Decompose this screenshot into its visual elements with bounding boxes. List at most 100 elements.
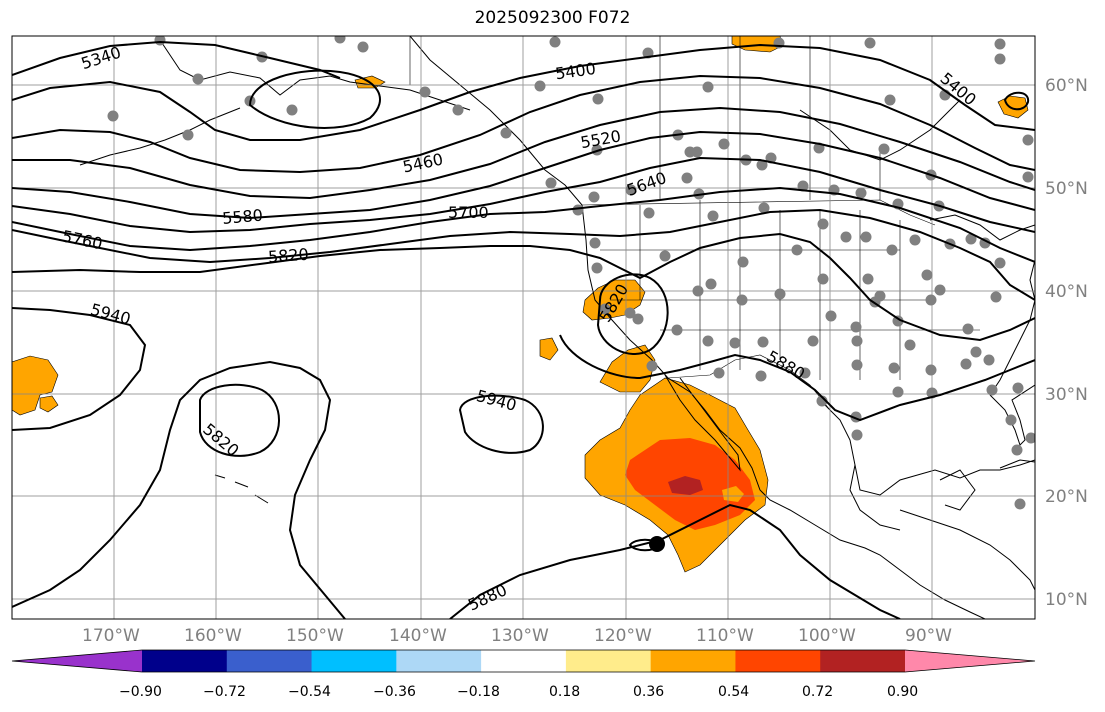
station-dot <box>1025 432 1035 444</box>
station-dot <box>419 86 431 98</box>
political-borders <box>409 36 980 411</box>
station-dot <box>1012 382 1024 394</box>
colorbar-swatch <box>226 650 313 672</box>
station-dot <box>851 429 863 441</box>
contour-5880-east <box>449 503 901 619</box>
station-dot <box>452 104 464 116</box>
station-dot <box>1011 444 1023 456</box>
station-dot <box>851 359 863 371</box>
station-dot <box>549 36 561 48</box>
station-dot <box>182 129 194 141</box>
station-dot <box>729 337 741 349</box>
contour-5400 <box>12 43 1035 141</box>
coast-aleutians <box>79 107 241 166</box>
station-dot <box>886 244 898 256</box>
station-dot <box>855 187 867 199</box>
colorbar-swatch <box>396 650 482 672</box>
coast-yucatan <box>939 469 976 511</box>
colorbar-tick-label: 0.36 <box>633 684 665 700</box>
contour-5340-low <box>248 69 381 129</box>
colorbar-swatch <box>650 650 736 672</box>
station-dot <box>965 233 977 245</box>
station-dot <box>334 36 346 44</box>
station-dot <box>850 321 862 333</box>
station-dot <box>500 127 512 139</box>
station-dot <box>892 386 904 398</box>
station-dot <box>860 231 872 243</box>
station-dot <box>737 256 749 268</box>
station-dot <box>840 231 852 243</box>
colorbar-tick-label: 0.72 <box>802 684 834 700</box>
height-contours <box>12 40 1035 619</box>
station-dot <box>758 202 770 214</box>
lon-label-130w: 130°W <box>491 626 549 646</box>
station-dot <box>671 324 683 336</box>
contour-5880-mexico <box>559 334 1035 422</box>
station-dot <box>851 335 863 347</box>
colorbar-tick-label: −0.72 <box>203 684 246 700</box>
station-dot <box>632 313 644 325</box>
colorbar-tick-label: −0.90 <box>119 684 162 700</box>
contour-label: 5700 <box>448 203 489 222</box>
station-dot <box>994 53 1006 65</box>
station-dot <box>707 210 719 222</box>
coast-gulf-mexico <box>819 399 1035 496</box>
station-dot <box>979 237 991 249</box>
shade-mexico-darkred <box>668 476 703 495</box>
station-dot <box>904 339 916 351</box>
station-dot <box>691 146 703 158</box>
station-dot <box>589 237 601 249</box>
lat-label-10n: 10°N <box>1045 590 1088 610</box>
contour-5580 <box>12 130 1035 220</box>
coast-east-us <box>989 259 1035 396</box>
lon-label-110w: 110°W <box>696 626 754 646</box>
station-dot <box>807 335 819 347</box>
station-dot <box>960 358 972 370</box>
contour-5700 <box>12 186 1035 263</box>
colorbar <box>11 649 1036 673</box>
colorbar-swatch <box>565 650 652 672</box>
contour-5460 <box>12 74 1035 174</box>
colorbar-tick-label: −0.54 <box>288 684 331 700</box>
station-dot <box>646 360 658 372</box>
border-state-grid <box>600 200 980 380</box>
shade-west-pacific-small <box>39 395 59 413</box>
station-dot <box>934 284 946 296</box>
colorbar-swatch <box>481 650 567 672</box>
station-dot <box>107 110 119 122</box>
coast-central-america <box>899 509 1035 591</box>
station-dot <box>892 315 904 327</box>
contour-5820-loop <box>596 273 669 355</box>
contour-label: 5820 <box>267 245 309 267</box>
station-dot <box>624 307 636 319</box>
station-dot <box>643 207 655 219</box>
station-dot <box>592 93 604 105</box>
lat-label-20n: 20°N <box>1045 487 1088 507</box>
station-dot <box>755 370 767 382</box>
colorbar-swatch <box>311 650 397 672</box>
coast-cuba <box>999 459 1035 469</box>
station-dot <box>1022 134 1034 146</box>
station-dot <box>659 250 671 262</box>
station-dot <box>986 384 998 396</box>
lat-label-50n: 50°N <box>1045 179 1088 199</box>
lon-label-120w: 120°W <box>594 626 652 646</box>
contour-5760 <box>12 208 1035 301</box>
station-dot <box>625 184 637 196</box>
station-dot <box>757 336 769 348</box>
station-dot <box>864 37 876 49</box>
contour-5940-east <box>458 394 544 454</box>
graticule <box>12 36 1035 619</box>
station-markers <box>107 36 1035 510</box>
contour-label: 5580 <box>221 205 263 227</box>
lon-label-140w: 140°W <box>389 626 447 646</box>
station-dot <box>962 323 974 335</box>
station-dot <box>816 395 828 407</box>
colorbar-tick-label: −0.18 <box>457 684 500 700</box>
station-dot <box>736 294 748 306</box>
station-dot <box>825 310 837 322</box>
station-dot <box>994 257 1006 269</box>
lat-label-40n: 40°N <box>1045 282 1088 302</box>
station-dot <box>925 294 937 306</box>
